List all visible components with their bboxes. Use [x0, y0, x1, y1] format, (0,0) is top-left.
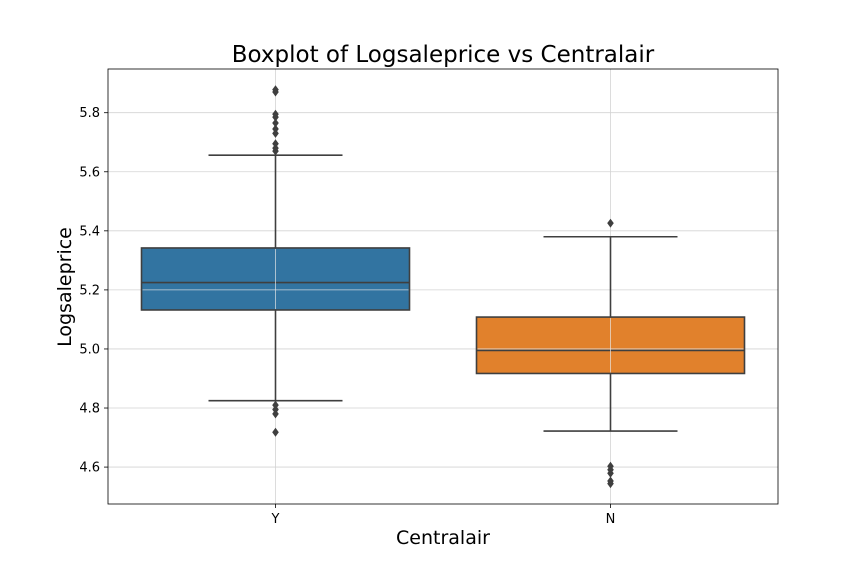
y-tick-label: 4.8 — [79, 402, 100, 417]
y-tick-label: 5.6 — [79, 165, 100, 180]
outlier-point — [607, 476, 614, 486]
y-axis-label: Logsaleprice — [54, 227, 76, 347]
box-group-y — [140, 154, 411, 402]
outlier-point — [272, 124, 279, 134]
x-axis-label: Centralair — [396, 527, 490, 549]
y-ticks: 4.6 4.8 5.0 5.2 5.4 5.6 5.8 — [79, 106, 108, 476]
outlier-point — [272, 109, 279, 119]
y-tick-label: 5.4 — [79, 224, 100, 239]
outlier-point — [272, 139, 279, 149]
y-tick-label: 5.0 — [79, 342, 100, 357]
boxes-layer — [140, 154, 746, 432]
outlier-point — [607, 461, 614, 471]
x-tick-label: Y — [271, 512, 280, 527]
outlier-point — [272, 400, 279, 410]
outliers-layer — [272, 85, 614, 489]
box-group-n — [475, 235, 746, 432]
y-tick-label: 4.6 — [79, 461, 100, 476]
outlier-point — [607, 218, 614, 228]
y-tick-label: 5.8 — [79, 106, 100, 121]
outlier-point — [272, 118, 279, 128]
outlier-point — [272, 85, 279, 95]
plot-frame — [107, 68, 779, 505]
outlier-point — [272, 427, 279, 437]
y-tick-label: 5.2 — [79, 283, 100, 298]
x-tick-label: N — [606, 512, 616, 527]
chart-title: Boxplot of Logsaleprice vs Centralair — [232, 42, 655, 68]
